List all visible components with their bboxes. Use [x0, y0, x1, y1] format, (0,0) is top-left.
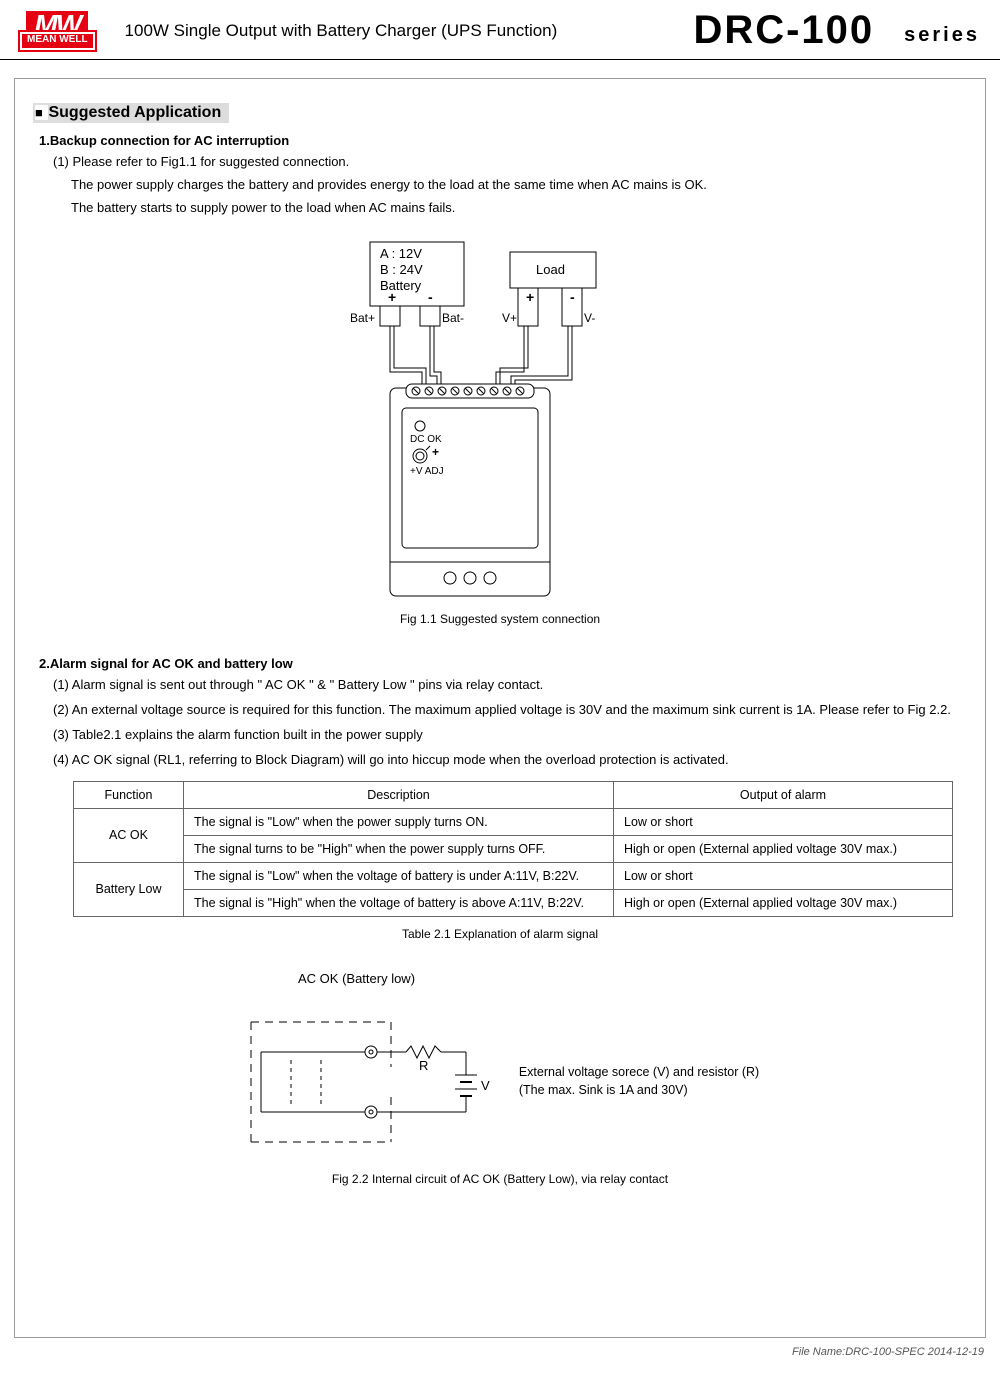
sec1-line3: The battery starts to supply power to th…: [71, 198, 967, 219]
fig22-ext1: External voltage sorece (V) and resistor…: [519, 1064, 759, 1082]
fig22-caption: Fig 2.2 Internal circuit of AC OK (Batte…: [33, 1172, 967, 1186]
footer: File Name:DRC-100-SPEC 2014-12-19: [0, 1346, 984, 1358]
fig11-minus2: -: [570, 289, 575, 305]
td-r2d: The signal turns to be "High" when the p…: [184, 835, 614, 862]
sec2-heading: 2.Alarm signal for AC OK and battery low: [39, 656, 967, 671]
sec1-item1: (1) Please refer to Fig1.1 for suggested…: [53, 152, 967, 173]
td-r1o: Low or short: [614, 808, 953, 835]
fig11-dcok: DC OK: [410, 434, 442, 445]
svg-text:+: +: [432, 445, 439, 459]
fig11-minus1: -: [428, 289, 433, 305]
td-r1d: The signal is "Low" when the power suppl…: [184, 808, 614, 835]
part-number: DRC-100: [693, 8, 874, 53]
fig11-batt-b: B : 24V: [380, 262, 423, 277]
td-r2o: High or open (External applied voltage 3…: [614, 835, 953, 862]
sec1-heading: 1.Backup connection for AC interruption: [39, 133, 967, 148]
fig22-ext: External voltage sorece (V) and resistor…: [519, 1064, 759, 1099]
fig11-vm: V-: [584, 311, 595, 325]
sec2-i2: (2) An external voltage source is requir…: [53, 700, 967, 721]
fig22-diagram: R V External voltage sorece (V) and resi…: [33, 1012, 967, 1152]
table-caption: Table 2.1 Explanation of alarm signal: [33, 927, 967, 941]
fig11-vadj: +V ADJ: [410, 466, 444, 477]
th-output: Output of alarm: [614, 781, 953, 808]
fig22-R: R: [419, 1058, 428, 1073]
fig11-batm: Bat-: [442, 311, 464, 325]
th-desc: Description: [184, 781, 614, 808]
page-body: Suggested Application 1.Backup connectio…: [14, 78, 986, 1338]
fig22-ext2: (The max. Sink is 1A and 30V): [519, 1082, 759, 1100]
fig11-plus1: +: [388, 289, 396, 305]
fig11-batt-a: A : 12V: [380, 246, 422, 261]
logo-bottom: MEAN WELL: [20, 32, 95, 50]
fig11-vp: V+: [502, 311, 517, 325]
fig11-load: Load: [536, 262, 565, 277]
fig22-svg: R V: [241, 1012, 501, 1152]
td-r4o: High or open (External applied voltage 3…: [614, 889, 953, 916]
fig11-batp: Bat+: [350, 311, 375, 325]
fig22-V: V: [481, 1078, 490, 1093]
fig11-svg: A : 12V B : 24V Battery Load + - + - Bat…: [350, 232, 650, 602]
sec2-i1: (1) Alarm signal is sent out through " A…: [53, 675, 967, 696]
section-heading: Suggested Application: [33, 103, 229, 123]
sec2-i3: (3) Table2.1 explains the alarm function…: [53, 725, 967, 746]
th-function: Function: [74, 781, 184, 808]
logo: MW MEAN WELL: [20, 11, 95, 50]
fig11-batt-c: Battery: [380, 278, 422, 293]
td-r3o: Low or short: [614, 862, 953, 889]
sec1-line2: The power supply charges the battery and…: [71, 175, 967, 196]
header-title: 100W Single Output with Battery Charger …: [125, 21, 558, 41]
fig11-plus2: +: [526, 289, 534, 305]
page-header: MW MEAN WELL 100W Single Output with Bat…: [0, 0, 1000, 60]
alarm-table: Function Description Output of alarm AC …: [73, 781, 953, 917]
fig11-caption: Fig 1.1 Suggested system connection: [33, 612, 967, 626]
sec2-i4: (4) AC OK signal (RL1, referring to Bloc…: [53, 750, 967, 771]
series-label: series: [904, 24, 980, 53]
td-r4d: The signal is "High" when the voltage of…: [184, 889, 614, 916]
fig11-diagram: A : 12V B : 24V Battery Load + - + - Bat…: [33, 232, 967, 602]
td-r3d: The signal is "Low" when the voltage of …: [184, 862, 614, 889]
td-battlow: Battery Low: [74, 862, 184, 916]
fig22-title: AC OK (Battery low): [298, 971, 760, 986]
td-acok: AC OK: [74, 808, 184, 862]
